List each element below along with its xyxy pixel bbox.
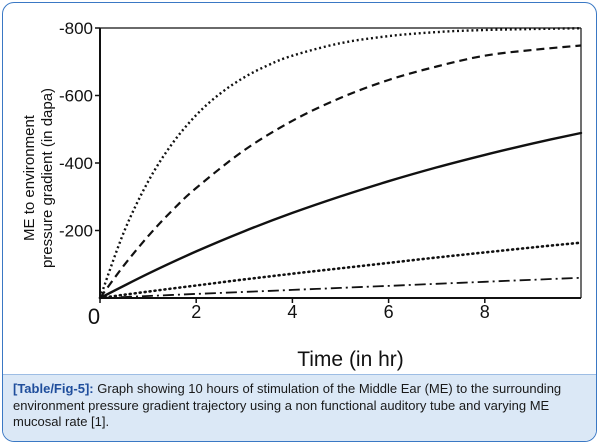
series-line-dotted-dense xyxy=(98,27,582,299)
series-line-dotted-sparse xyxy=(98,241,583,300)
y-axis-label-line-1: ME to environment xyxy=(21,114,38,241)
series-line-solid xyxy=(98,131,583,300)
series-layer xyxy=(98,27,583,300)
figure-caption: [Table/Fig-5]: Graph showing 10 hours of… xyxy=(3,374,596,441)
y-tick-label: -400 xyxy=(59,154,93,173)
y-tick-label: -800 xyxy=(59,19,93,38)
series-line-dashed xyxy=(99,44,582,299)
x-axis-label: Time (in hr) xyxy=(297,348,404,371)
caption-text: Graph showing 10 hours of stimulation of… xyxy=(13,381,562,429)
x-tick-label: 0 xyxy=(88,304,100,329)
chart-axes: -800 -600 -400 -200 0 2 4 6 8 xyxy=(59,19,582,329)
series-line-dash-dot xyxy=(99,276,582,299)
caption-tag: [Table/Fig-5]: xyxy=(13,381,94,396)
y-tick-label: -200 xyxy=(59,222,93,241)
x-tick-label: 6 xyxy=(384,302,394,322)
x-tick-label: 8 xyxy=(480,302,490,322)
y-tick-label: -600 xyxy=(59,87,93,106)
y-axis-label-line-2: pressure gradient (in dapa) xyxy=(39,88,56,268)
x-tick-label: 4 xyxy=(287,302,297,322)
x-tick-label: 2 xyxy=(191,302,201,322)
